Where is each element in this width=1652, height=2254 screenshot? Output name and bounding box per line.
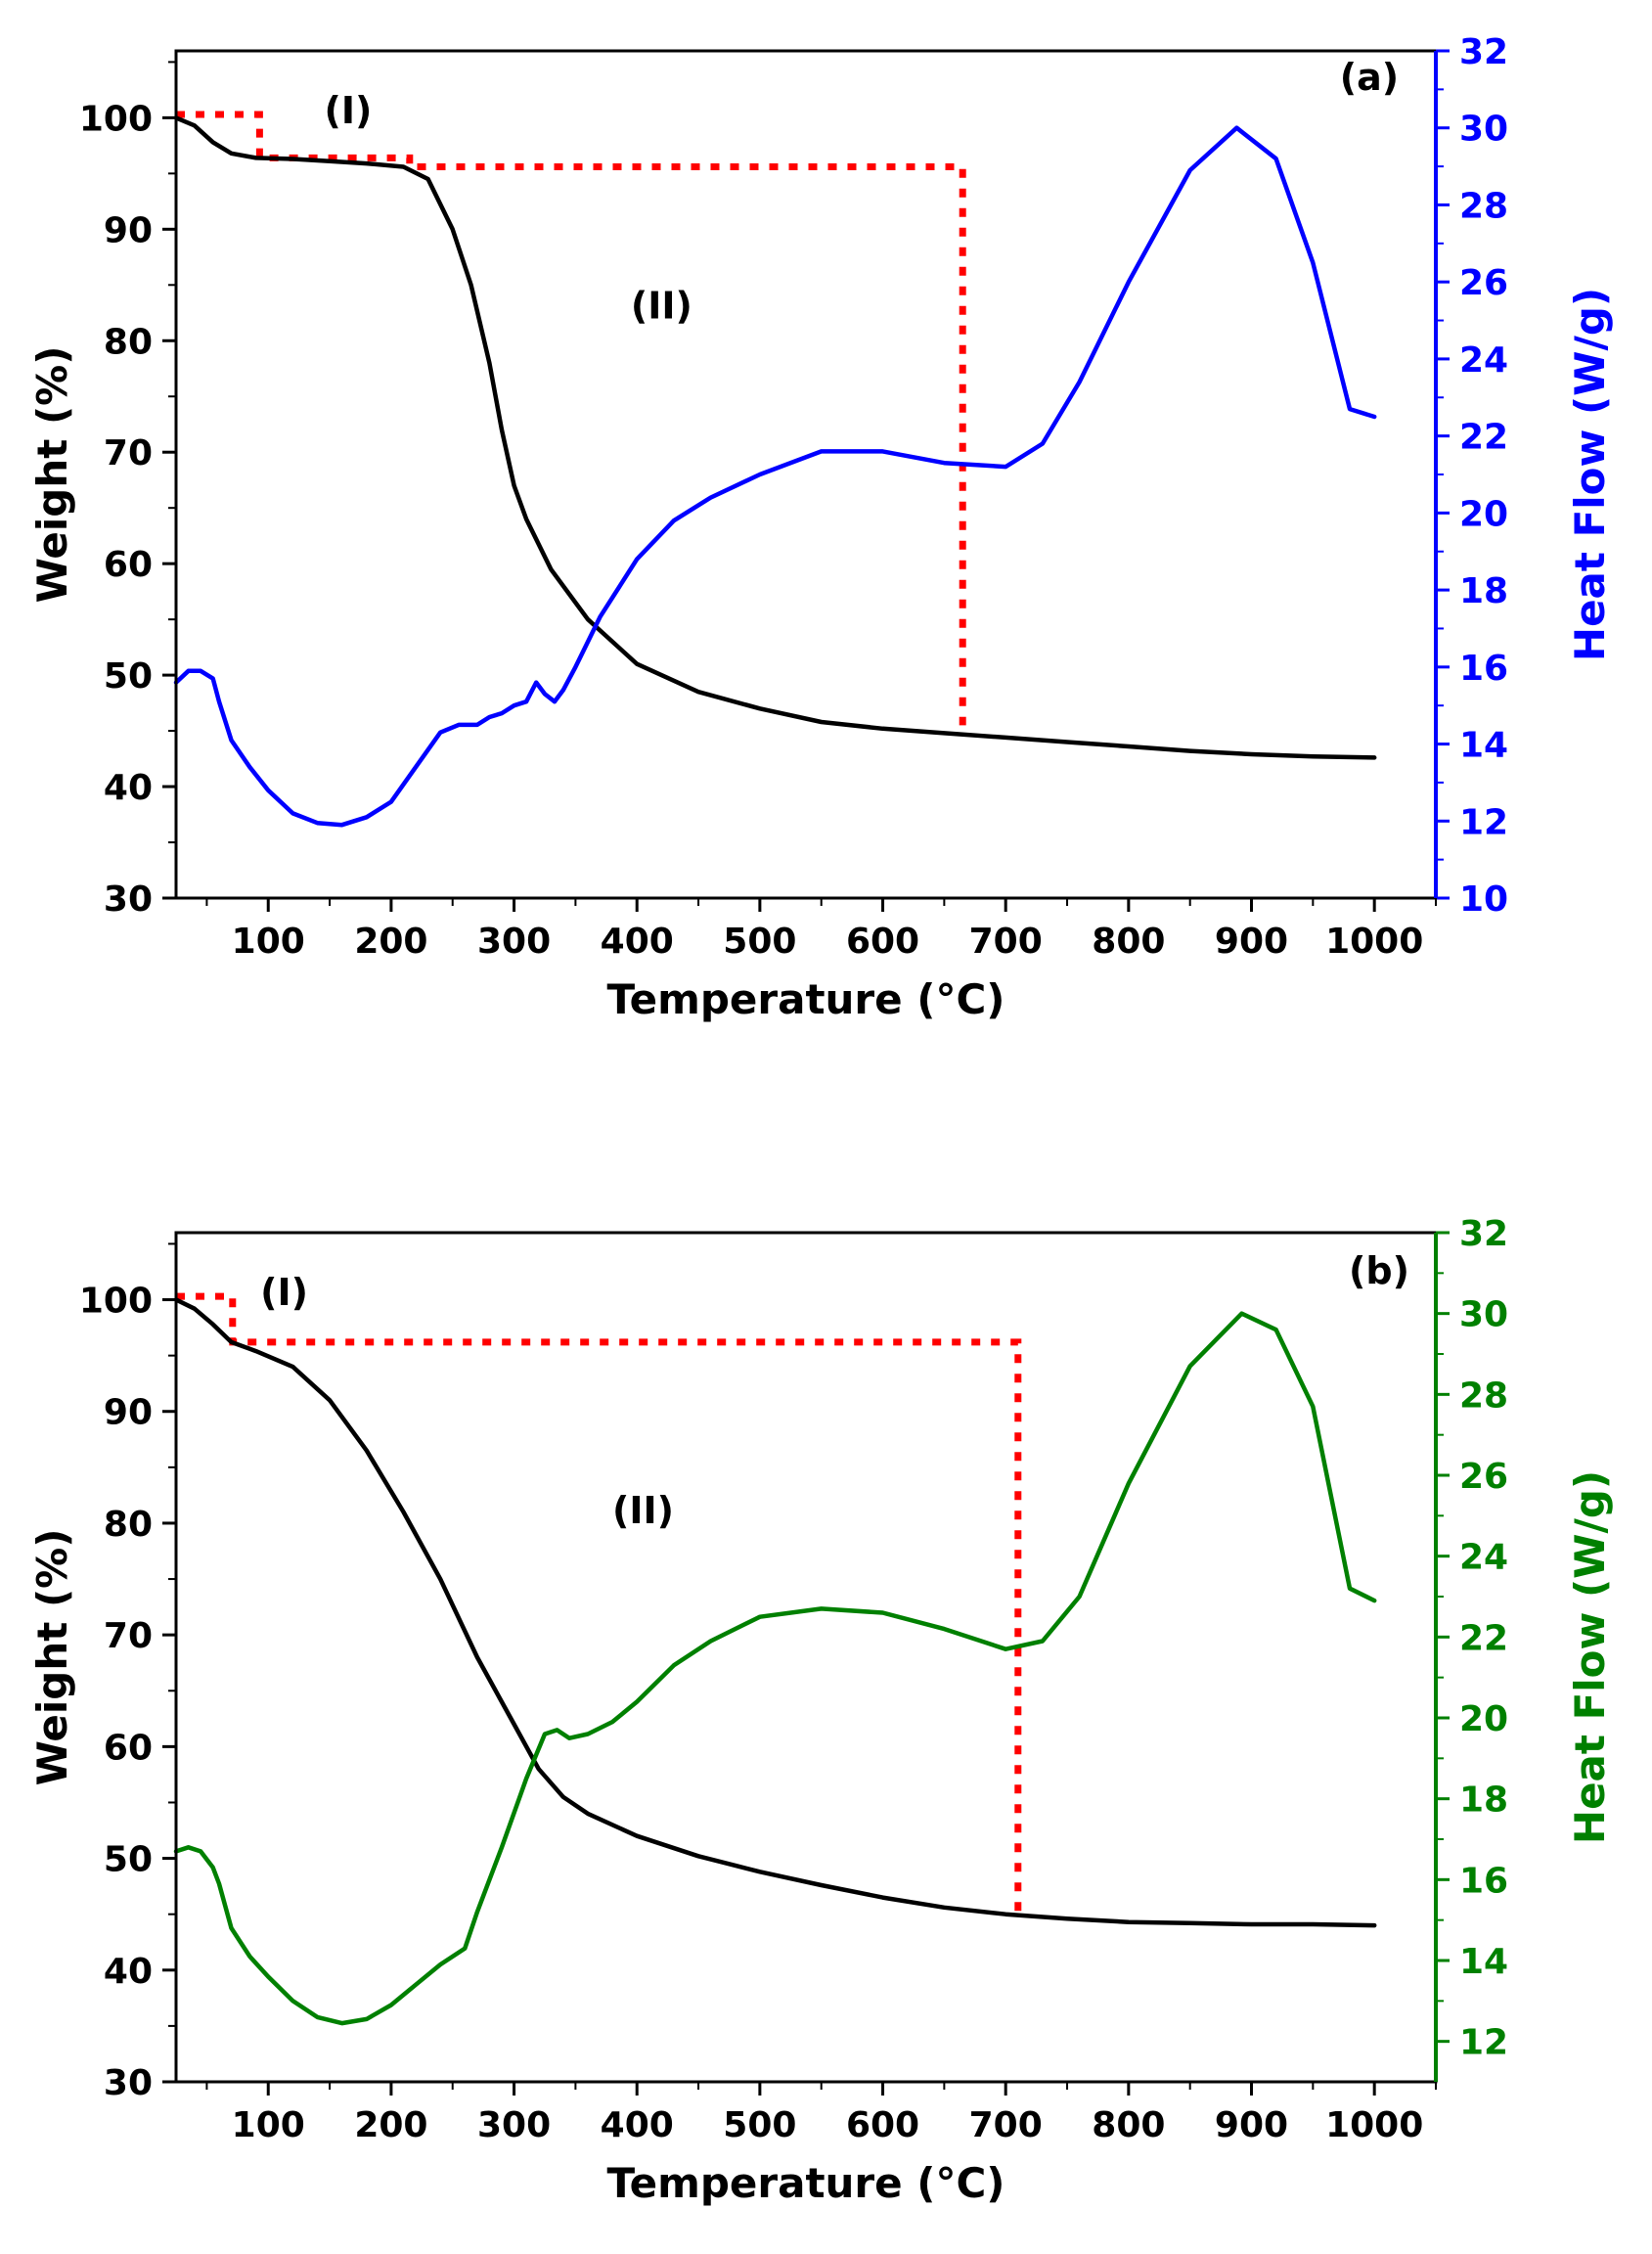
x-tick-label: 200 bbox=[354, 922, 427, 962]
y-tick-label: 40 bbox=[104, 1952, 153, 1992]
y-tick-label: 60 bbox=[104, 1728, 153, 1768]
x-tick-label: 300 bbox=[477, 922, 551, 962]
y2-axis-title: Heat Flow (W/g) bbox=[1566, 1470, 1614, 1844]
y2-tick-label: 30 bbox=[1459, 1295, 1508, 1335]
y2-tick-label: 22 bbox=[1459, 418, 1508, 458]
region-label-i: (I) bbox=[324, 89, 372, 132]
y-tick-label: 100 bbox=[79, 99, 153, 139]
y-tick-label: 100 bbox=[79, 1282, 153, 1322]
y-tick-label: 70 bbox=[104, 433, 153, 473]
y-tick-label: 30 bbox=[104, 2063, 153, 2103]
y-tick-label: 30 bbox=[104, 879, 153, 920]
y-tick-label: 90 bbox=[104, 210, 153, 250]
y2-tick-label: 14 bbox=[1459, 1942, 1508, 1982]
plot-frame bbox=[174, 49, 1438, 900]
y2-tick-label: 14 bbox=[1459, 726, 1508, 766]
x-axis-title: Temperature (°C) bbox=[607, 2159, 1005, 2207]
x-tick-label: 1000 bbox=[1325, 2105, 1423, 2145]
x-tick-label: 500 bbox=[723, 2105, 796, 2145]
x-tick-label: 600 bbox=[846, 922, 919, 962]
y2-tick-label: 28 bbox=[1459, 1375, 1508, 1416]
x-tick-label: 400 bbox=[601, 922, 674, 962]
x-tick-label: 800 bbox=[1092, 2105, 1165, 2145]
y2-axis-title: Heat Flow (W/g) bbox=[1566, 288, 1614, 661]
x-tick-label: 600 bbox=[846, 2105, 919, 2145]
x-tick-label: 100 bbox=[232, 2105, 305, 2145]
y-axis-title: Weight (%) bbox=[28, 1529, 76, 1786]
panel-label: (a) bbox=[1340, 56, 1399, 99]
y-tick-label: 80 bbox=[104, 322, 153, 362]
x-axis-title: Temperature (°C) bbox=[607, 975, 1005, 1023]
weight-line bbox=[173, 1297, 1377, 1928]
x-tick-label: 200 bbox=[354, 2105, 427, 2145]
y2-tick-label: 24 bbox=[1459, 1538, 1508, 1578]
y2-tick-label: 32 bbox=[1459, 1214, 1508, 1254]
x-tick-label: 700 bbox=[969, 922, 1043, 962]
y-tick-label: 60 bbox=[104, 545, 153, 585]
y-tick-label: 40 bbox=[104, 768, 153, 808]
y2-tick-label: 22 bbox=[1459, 1618, 1508, 1658]
heat-flow-line bbox=[173, 1311, 1377, 2026]
y2-tick-label: 20 bbox=[1459, 494, 1508, 534]
y2-tick-label: 10 bbox=[1459, 879, 1508, 920]
heat-flow-line bbox=[173, 125, 1377, 828]
y2-tick-label: 18 bbox=[1459, 571, 1508, 611]
y2-tick-label: 24 bbox=[1459, 340, 1508, 381]
y2-tick-label: 20 bbox=[1459, 1699, 1508, 1739]
x-tick-label: 900 bbox=[1215, 2105, 1288, 2145]
panel-b: 30 40 50 60 70 80 90 100 12 14 16 18 20 22 24 26 28 30 32… bbox=[28, 1214, 1614, 2207]
y2-tick-label: 16 bbox=[1459, 649, 1508, 689]
y-tick-label: 50 bbox=[104, 1840, 153, 1880]
region-label-i: (I) bbox=[260, 1271, 308, 1314]
y-tick-label: 70 bbox=[104, 1616, 153, 1656]
x-tick-label: 400 bbox=[601, 2105, 674, 2145]
x-tick-label: 500 bbox=[723, 922, 796, 962]
y2-tick-label: 32 bbox=[1459, 32, 1508, 72]
panel-a: 30 40 50 60 70 80 90 100 10 12 14 16 18 20 22 24 26 28 30… bbox=[28, 32, 1614, 1023]
x-tick-label: 1000 bbox=[1325, 922, 1423, 962]
plot-frame bbox=[174, 1231, 1438, 2084]
region-label-ii: (II) bbox=[612, 1489, 674, 1532]
y2-tick-label: 18 bbox=[1459, 1781, 1508, 1821]
y2-tick-label: 12 bbox=[1459, 2023, 1508, 2063]
y2-tick-label: 12 bbox=[1459, 802, 1508, 842]
x-tick-label: 900 bbox=[1215, 922, 1288, 962]
x-tick-label: 700 bbox=[969, 2105, 1043, 2145]
x-tick-label: 800 bbox=[1092, 922, 1165, 962]
panel-label: (b) bbox=[1349, 1249, 1409, 1292]
x-tick-label: 100 bbox=[232, 922, 305, 962]
y-axis-title: Weight (%) bbox=[28, 346, 76, 604]
region-boundary-line bbox=[176, 111, 966, 726]
y2-tick-label: 26 bbox=[1459, 1457, 1508, 1497]
y2-tick-label: 16 bbox=[1459, 1861, 1508, 1901]
y2-tick-label: 28 bbox=[1459, 186, 1508, 226]
y-tick-label: 90 bbox=[104, 1393, 153, 1433]
y-tick-label: 50 bbox=[104, 656, 153, 697]
y2-tick-label: 30 bbox=[1459, 110, 1508, 150]
weight-line bbox=[173, 115, 1377, 760]
y-tick-label: 80 bbox=[104, 1505, 153, 1545]
x-tick-label: 300 bbox=[477, 2105, 551, 2145]
y2-tick-label: 26 bbox=[1459, 263, 1508, 303]
region-label-ii: (II) bbox=[631, 284, 692, 327]
